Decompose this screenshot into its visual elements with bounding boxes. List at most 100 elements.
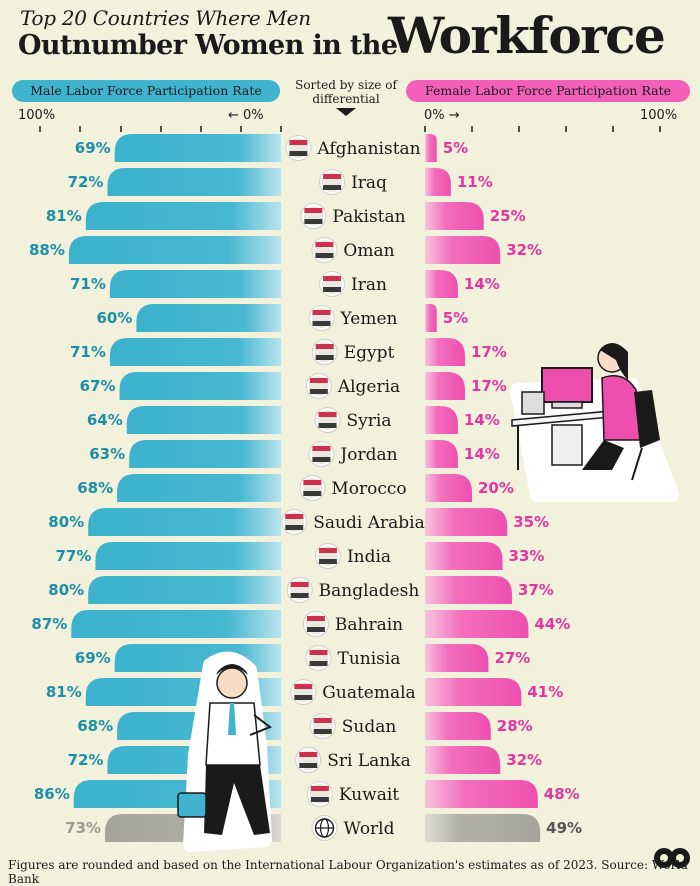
sort-note-line-2: differential (312, 92, 380, 106)
male-value-oman: 88% (29, 241, 65, 259)
country-label-afghanistan: Afghanistan (316, 139, 420, 159)
female-bar-oman (425, 236, 501, 264)
female-value-iraq: 11% (457, 173, 493, 191)
country-label-bangladesh: Bangladesh (319, 581, 420, 601)
country-label-sudan: Sudan (342, 717, 397, 737)
female-axis-zero: 0% → (424, 108, 460, 123)
country-label-oman: Oman (343, 241, 394, 261)
female-value-bahrain: 44% (534, 615, 570, 633)
female-bar-kuwait (425, 780, 538, 808)
briefcase-icon (177, 792, 207, 818)
globe-icon (311, 815, 338, 841)
jordan-flag-icon (308, 441, 335, 467)
male-value-guatemala: 81% (46, 683, 82, 701)
female-bar-sri-lanka (425, 746, 501, 774)
title-word: Workforce (388, 6, 666, 65)
country-label-jordan: Jordan (338, 445, 397, 465)
computer-monitor-icon (541, 367, 593, 403)
male-value-jordan: 63% (89, 445, 125, 463)
footer-source-note: Figures are rounded and based on the Int… (8, 858, 688, 886)
oman-flag-icon (311, 237, 338, 263)
male-bar-algeria (119, 372, 281, 400)
female-bar-iran (425, 270, 458, 298)
male-value-iran: 71% (70, 275, 106, 293)
title-line-2: Outnumber Women in the (18, 30, 398, 61)
male-value-egypt: 71% (70, 343, 106, 361)
guatemala-flag-icon (290, 679, 317, 705)
syria-flag-icon (314, 407, 341, 433)
female-value-sri-lanka: 32% (506, 751, 542, 769)
female-bar-sudan (425, 712, 491, 740)
female-axis-max: 100% (640, 108, 678, 123)
male-value-bahrain: 87% (31, 615, 67, 633)
country-label-yemen: Yemen (340, 309, 398, 329)
female-bar-bahrain (425, 610, 529, 638)
male-bar-bahrain (71, 610, 281, 638)
iraq-flag-icon (319, 169, 346, 195)
male-bar-india (95, 542, 282, 570)
country-label-guatemala: Guatemala (322, 683, 415, 703)
male-bar-pakistan (85, 202, 281, 230)
female-bar-world (425, 814, 541, 842)
female-bar-syria (425, 406, 458, 434)
male-value-india: 77% (56, 547, 92, 565)
title-line-1: Top 20 Countries Where Men (20, 6, 311, 30)
tunisia-flag-icon (305, 645, 332, 671)
female-bar-jordan (425, 440, 458, 468)
country-label-kuwait: Kuwait (339, 785, 399, 805)
country-label-iran: Iran (351, 275, 387, 295)
country-label-world: World (344, 819, 395, 839)
male-bar-iraq (107, 168, 281, 196)
female-value-egypt: 17% (471, 343, 507, 361)
female-bar-algeria (425, 372, 465, 400)
sudan-flag-icon (309, 713, 336, 739)
male-bar-jordan (129, 440, 281, 468)
country-label-bahrain: Bahrain (335, 615, 403, 635)
male-bar-saudi-arabia (88, 508, 281, 536)
female-value-yemen: 5% (443, 309, 468, 327)
country-label-algeria: Algeria (337, 377, 400, 397)
female-value-india: 33% (509, 547, 545, 565)
country-label-morocco: Morocco (331, 479, 406, 499)
country-label-syria: Syria (347, 411, 392, 431)
country-label-egypt: Egypt (344, 343, 395, 363)
male-axis-zero: ← 0% (228, 108, 264, 123)
country-label-india: India (347, 547, 391, 567)
female-bar-tunisia (425, 644, 489, 672)
axis-ticks (39, 126, 661, 132)
female-legend-pill: Female Labor Force Participation Rate (406, 80, 690, 102)
country-label-sri-lanka: Sri Lanka (327, 751, 410, 771)
female-value-tunisia: 27% (494, 649, 530, 667)
female-bar-india (425, 542, 503, 570)
female-value-syria: 14% (464, 411, 500, 429)
male-value-kuwait: 86% (34, 785, 70, 803)
woman-at-desk-illustration (510, 342, 679, 502)
male-value-afghanistan: 69% (75, 139, 111, 157)
male-value-sri-lanka: 72% (68, 751, 104, 769)
male-bar-iran (109, 270, 281, 298)
female-value-algeria: 17% (471, 377, 507, 395)
female-value-pakistan: 25% (490, 207, 526, 225)
male-value-saudi-arabia: 80% (48, 513, 84, 531)
female-bar-morocco (425, 474, 472, 502)
male-bar-oman (68, 236, 281, 264)
male-bar-bangladesh (88, 576, 281, 604)
yemen-flag-icon (308, 305, 335, 331)
female-bar-iraq (425, 168, 451, 196)
saudi-arabia-flag-icon (281, 509, 308, 535)
female-value-guatemala: 41% (527, 683, 563, 701)
india-flag-icon (314, 543, 341, 569)
male-bar-afghanistan (114, 134, 282, 162)
male-value-yemen: 60% (96, 309, 132, 327)
pakistan-flag-icon (300, 203, 327, 229)
iran-flag-icon (319, 271, 346, 297)
algeria-flag-icon (305, 373, 332, 399)
female-value-morocco: 20% (478, 479, 514, 497)
male-value-world: 73% (65, 819, 101, 837)
logo-icon (654, 848, 690, 868)
morocco-flag-icon (299, 475, 326, 501)
female-value-world: 49% (546, 819, 582, 837)
male-value-pakistan: 81% (46, 207, 82, 225)
male-value-sudan: 68% (77, 717, 113, 735)
businessman-illustration (177, 651, 273, 852)
